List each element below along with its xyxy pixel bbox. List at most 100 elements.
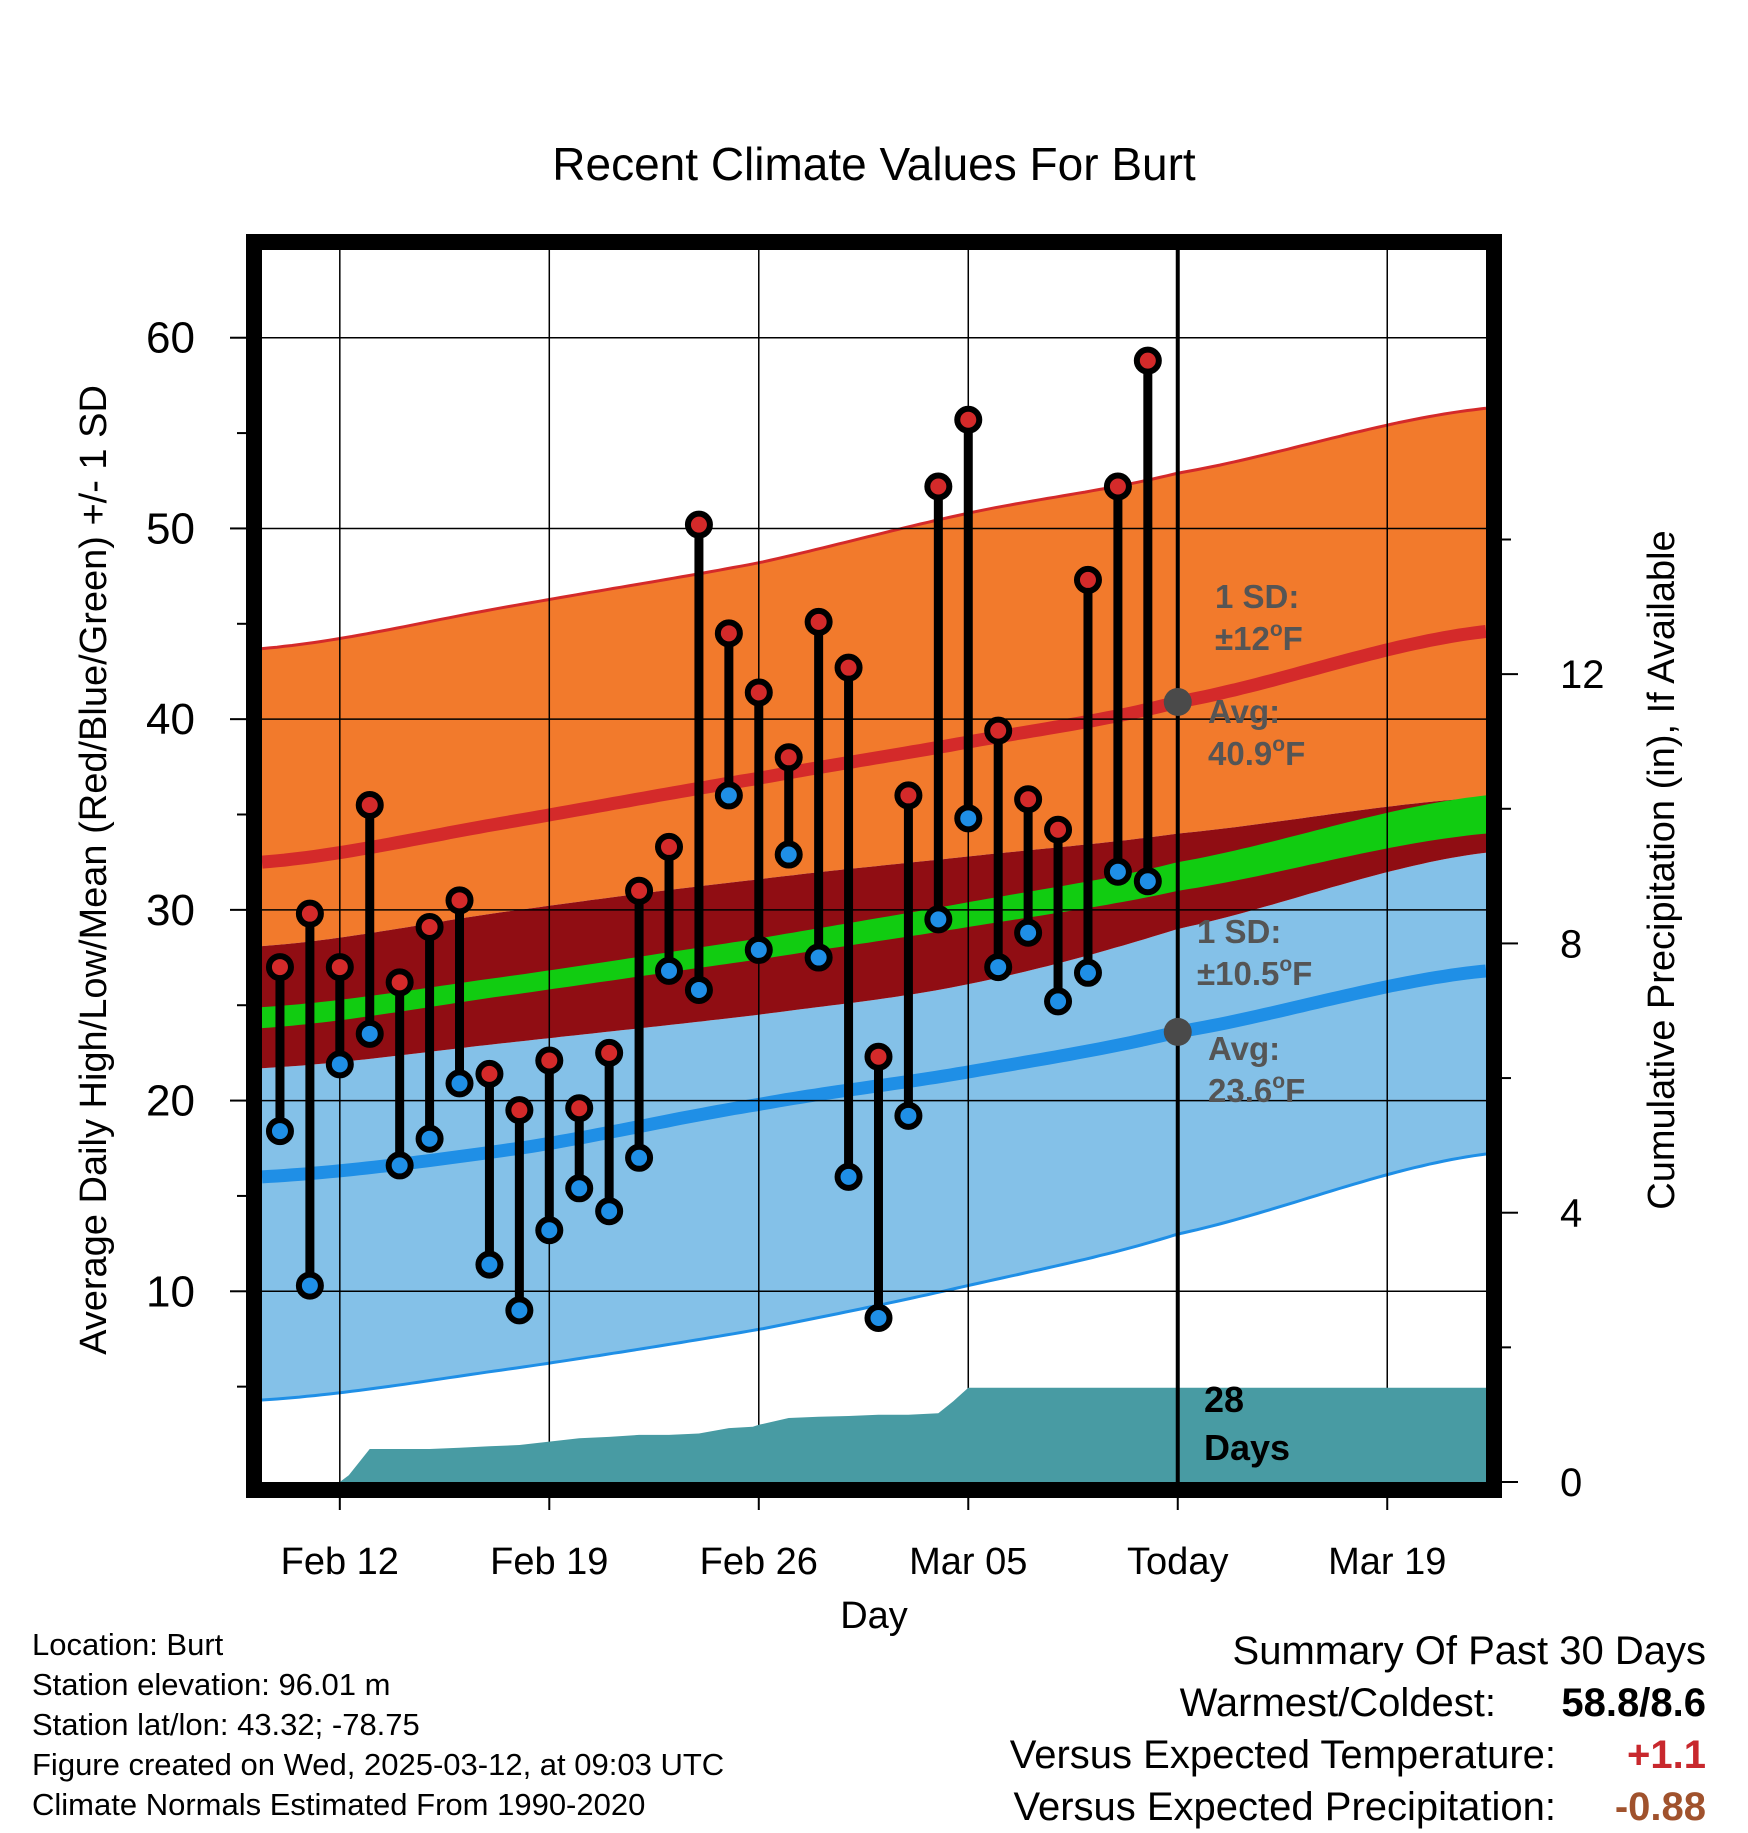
x-tick-label: Mar 19 (1328, 1541, 1446, 1583)
low-point (595, 1197, 624, 1226)
x-axis-label: Day (840, 1595, 908, 1637)
high-point (864, 1042, 893, 1071)
high-point (265, 953, 294, 982)
low-point (864, 1303, 893, 1332)
summary-precipitation: Versus Expected Precipitation: -0.88 (906, 1781, 1706, 1833)
summary-panel: Summary Of Past 30 Days Warmest/Coldest:… (906, 1625, 1706, 1833)
low-point (565, 1174, 594, 1203)
chart-title: Recent Climate Values For Burt (552, 138, 1196, 190)
high-point (445, 886, 474, 915)
high-point (744, 678, 773, 707)
x-tick-label: Today (1127, 1541, 1228, 1583)
low-sd-annotation-value: ±10.5oF (1197, 953, 1312, 992)
high-sd-annotation-value: ±12oF (1215, 618, 1303, 657)
low-point (475, 1250, 504, 1279)
low-point (625, 1143, 654, 1172)
warm-cold-label: Warmest/Coldest: (1179, 1681, 1496, 1725)
low-sd-annotation-title: 1 SD: (1197, 913, 1281, 950)
summary-heading: Summary Of Past 30 Days (906, 1625, 1706, 1677)
station-location: Location: Burt (32, 1627, 224, 1662)
low-point (535, 1216, 564, 1245)
axes: Feb 12 Feb 19 Feb 26 Mar 05 Today Mar 19 10 20 3… (146, 314, 1604, 1583)
high-average-marker (1163, 687, 1192, 716)
low-point (924, 905, 953, 934)
high-point (804, 607, 833, 636)
y-tick-label-right: 0 (1560, 1461, 1582, 1505)
y-tick-label-left: 30 (146, 886, 195, 935)
high-point (505, 1096, 534, 1125)
low-point (984, 953, 1013, 982)
x-tick-label: Mar 05 (909, 1541, 1027, 1583)
precipitation-value: -0.88 (1614, 1785, 1706, 1829)
high-point (475, 1059, 504, 1088)
high-point (1103, 472, 1132, 501)
high-avg-annotation-value: 40.9oF (1208, 733, 1305, 772)
y-axis-label-left: Average Daily High/Low/Mean (Red/Blue/Gr… (73, 385, 115, 1355)
y-tick-label-left: 10 (146, 1267, 195, 1316)
y-tick-label-right: 12 (1560, 653, 1605, 697)
low-point (265, 1117, 294, 1146)
high-point (954, 405, 983, 434)
high-point (834, 653, 863, 682)
high-point (655, 832, 684, 861)
summary-warm-cold: Warmest/Coldest: 58.8/8.6 (906, 1677, 1706, 1729)
low-point (894, 1101, 923, 1130)
high-point (625, 876, 654, 905)
low-point (655, 956, 684, 985)
high-avg-annotation-title: Avg: (1208, 693, 1280, 730)
high-point (415, 913, 444, 942)
high-point (1014, 785, 1043, 814)
low-point (684, 975, 713, 1004)
mean-line (262, 795, 1486, 1029)
figure-created: Figure created on Wed, 2025-03-12, at 09… (32, 1747, 725, 1782)
y-tick-label-left: 60 (146, 314, 195, 363)
y-tick-label-left: 40 (146, 695, 195, 744)
days-label: Days (1204, 1427, 1290, 1468)
low-point (505, 1296, 534, 1325)
high-sd-annotation-title: 1 SD: (1215, 578, 1299, 615)
low-point (415, 1124, 444, 1153)
summary-temperature: Versus Expected Temperature: +1.1 (906, 1729, 1706, 1781)
high-point (355, 790, 384, 819)
precipitation-area (262, 1387, 1486, 1482)
high-point (565, 1094, 594, 1123)
summary-heading-text: Summary Of Past 30 Days (1232, 1629, 1706, 1673)
days-count: 28 (1204, 1379, 1244, 1420)
high-average-line (262, 624, 1486, 869)
y-tick-label-right: 8 (1560, 922, 1582, 966)
y-tick-label-left: 20 (146, 1077, 195, 1126)
low-avg-annotation-value: 23.6oF (1208, 1070, 1305, 1109)
station-latlon: Station lat/lon: 43.32; -78.75 (32, 1707, 420, 1742)
x-tick-label: Feb 12 (281, 1541, 399, 1583)
high-point (1073, 565, 1102, 594)
low-point (1044, 987, 1073, 1016)
plot-border (246, 234, 1502, 1498)
temperature-label: Versus Expected Temperature: (1009, 1733, 1556, 1777)
low-average-marker (1163, 1017, 1192, 1046)
high-point (684, 510, 713, 539)
high-point (1133, 346, 1162, 375)
station-info: Location: Burt Station elevation: 96.01 … (32, 1625, 724, 1825)
low-point (385, 1151, 414, 1180)
high-point (984, 716, 1013, 745)
y-axis-label-right: Cumulative Precipitation (in), If Availa… (1641, 530, 1683, 1209)
climate-normals-note: Climate Normals Estimated From 1990-2020 (32, 1787, 646, 1822)
high-upper-edge (262, 406, 1486, 651)
low-point (714, 781, 743, 810)
low-point (804, 943, 833, 972)
high-point (325, 953, 354, 982)
x-tick-label: Feb 26 (700, 1541, 818, 1583)
low-point (355, 1019, 384, 1048)
low-avg-annotation-title: Avg: (1208, 1030, 1280, 1067)
x-tick-label: Feb 19 (490, 1541, 608, 1583)
high-point (894, 781, 923, 810)
low-point (1014, 918, 1043, 947)
low-point (744, 935, 773, 964)
temperature-value: +1.1 (1627, 1733, 1706, 1777)
low-point (1103, 857, 1132, 886)
low-point (1133, 867, 1162, 896)
precipitation-label: Versus Expected Precipitation: (1013, 1785, 1556, 1829)
